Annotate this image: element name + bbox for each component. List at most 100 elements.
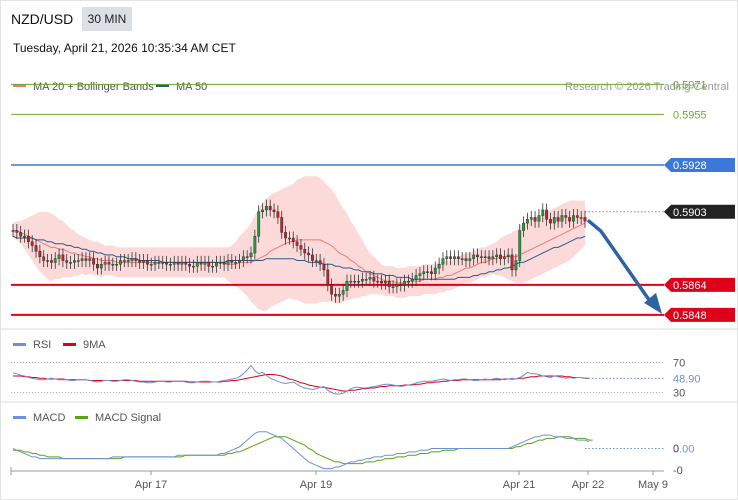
candle-body: [456, 256, 460, 259]
forecast-arrow: [587, 219, 656, 309]
candle-body: [460, 258, 464, 260]
candle-body: [92, 258, 96, 265]
legend-swatch: [63, 343, 76, 346]
candle-body: [261, 209, 264, 213]
candle-body: [376, 280, 380, 283]
candle-body: [560, 215, 564, 222]
timeframe-button[interactable]: 30 MIN: [82, 7, 132, 31]
candle-body: [487, 256, 491, 259]
forecast-arrow-head: [644, 292, 662, 314]
candle-body: [510, 254, 514, 271]
target-level-label: 0.5971: [673, 79, 707, 91]
candle-body: [96, 264, 99, 269]
candle-body: [552, 217, 556, 224]
candle-body: [307, 252, 310, 256]
candle-body: [284, 232, 287, 239]
candle-body: [476, 254, 479, 257]
candle-body: [407, 280, 410, 283]
candle-body: [276, 211, 280, 218]
candle-body: [353, 280, 357, 283]
candle-body: [130, 258, 134, 261]
x-tick-label: Apr 22: [572, 479, 604, 491]
candle-body: [403, 280, 406, 286]
candle-body: [410, 279, 414, 282]
candle-body: [514, 260, 518, 271]
candle-body: [165, 262, 168, 265]
macd-level-label: -0: [673, 465, 683, 477]
candle-body: [502, 256, 506, 259]
candle-body: [226, 260, 230, 265]
candle-body: [26, 235, 30, 242]
legend-entry: MACD Signal: [95, 412, 161, 424]
candle-body: [453, 256, 456, 259]
candle-body: [556, 217, 560, 222]
rsi-line: [12, 364, 589, 395]
candle-body: [168, 264, 172, 266]
candle-body: [241, 256, 245, 261]
rsi-ma-line: [13, 374, 589, 392]
candle-body: [291, 237, 295, 242]
rsi-last-label: 48.90: [673, 373, 701, 385]
candle-body: [541, 209, 545, 216]
candle-body: [468, 258, 472, 261]
candle-body: [499, 254, 502, 259]
resistance-level-label: 0.5928: [673, 160, 707, 172]
candle-body: [579, 217, 583, 219]
candle-body: [391, 286, 395, 288]
candle-body: [134, 258, 138, 261]
candle-body: [230, 260, 234, 263]
support-level-label: 0.5864: [673, 280, 707, 292]
candle-body: [445, 256, 449, 259]
candle-body: [506, 254, 510, 257]
candle-body: [57, 254, 61, 259]
candle-body: [153, 262, 157, 265]
candle-body: [264, 205, 268, 211]
macd-last-label: 0.00: [673, 444, 694, 456]
candle-body: [107, 262, 111, 265]
candle-body: [526, 219, 529, 224]
candle-body: [288, 237, 291, 240]
candle-body: [122, 260, 126, 262]
candle-body: [299, 245, 303, 250]
legend-entry: MA 50: [176, 81, 207, 93]
support-level-tag: [664, 307, 735, 322]
candle-body: [195, 262, 199, 267]
candle-body: [464, 258, 468, 261]
legend-entry: MA 20 + Bollinger Bands: [33, 81, 154, 93]
candle-body: [65, 260, 69, 263]
candle-body: [334, 294, 337, 297]
candle-body: [395, 284, 399, 287]
candle-body: [184, 262, 188, 265]
candle-body: [495, 254, 499, 257]
candle-body: [192, 265, 195, 268]
candle-body: [387, 280, 391, 287]
legend-entry: 9MA: [83, 339, 106, 351]
candle-body: [572, 215, 575, 222]
candle-body: [430, 271, 433, 274]
ma50-line: [12, 235, 586, 280]
candle-body: [364, 279, 368, 281]
candle-body: [76, 260, 80, 262]
candle-body: [84, 258, 88, 261]
candle-body: [360, 279, 364, 282]
candle-body: [575, 215, 579, 218]
candle-body: [23, 235, 26, 238]
symbol-label: NZD/USD: [11, 11, 74, 27]
candle-body: [280, 217, 284, 233]
candle-body: [479, 256, 483, 258]
candle-body: [238, 260, 241, 263]
candle-body: [583, 217, 587, 222]
candle-body: [188, 264, 191, 267]
candle-body: [53, 258, 57, 263]
x-tick-label: May 9: [638, 479, 668, 491]
candle-body: [42, 256, 46, 261]
candle-body: [529, 217, 533, 220]
candle-body: [337, 294, 341, 297]
bollinger-band: [13, 176, 585, 312]
target-level-label: 0.5955: [673, 109, 707, 121]
datetime-label: Tuesday, April 21, 2026 10:35:34 AM CET: [13, 41, 236, 55]
candle-body: [326, 269, 330, 286]
candle-body: [245, 256, 249, 258]
candle-body: [437, 264, 441, 269]
candle-body: [49, 260, 53, 263]
